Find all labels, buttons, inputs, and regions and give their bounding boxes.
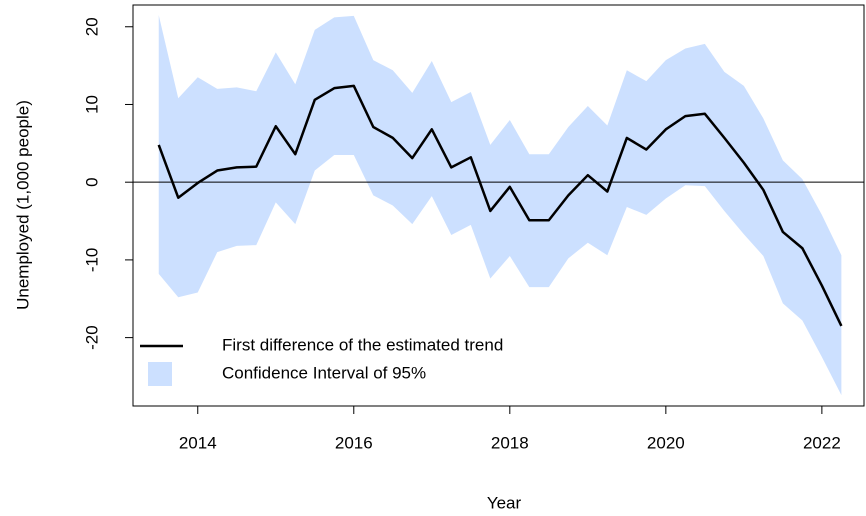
legend-label: First difference of the estimated trend <box>222 335 503 354</box>
x-tick-label: 2014 <box>179 433 217 452</box>
x-tick-label: 2022 <box>803 433 841 452</box>
confidence-band <box>158 15 842 396</box>
x-axis-label: Year <box>487 493 522 512</box>
y-tick-label: -10 <box>82 248 101 273</box>
legend-label: Confidence Interval of 95% <box>222 363 426 382</box>
y-tick-label: -20 <box>82 325 101 350</box>
x-tick-label: 2020 <box>647 433 685 452</box>
x-tick-label: 2016 <box>335 433 373 452</box>
plot-frame <box>132 4 865 407</box>
legend-swatch <box>148 362 172 386</box>
y-tick-label: 10 <box>82 95 101 114</box>
y-tick-label: 0 <box>82 177 101 186</box>
x-tick-label: 2018 <box>491 433 529 452</box>
trend-line <box>157 84 843 327</box>
y-tick-label: 20 <box>82 17 101 36</box>
y-axis-label: Unemployed (1,000 people) <box>13 100 32 310</box>
